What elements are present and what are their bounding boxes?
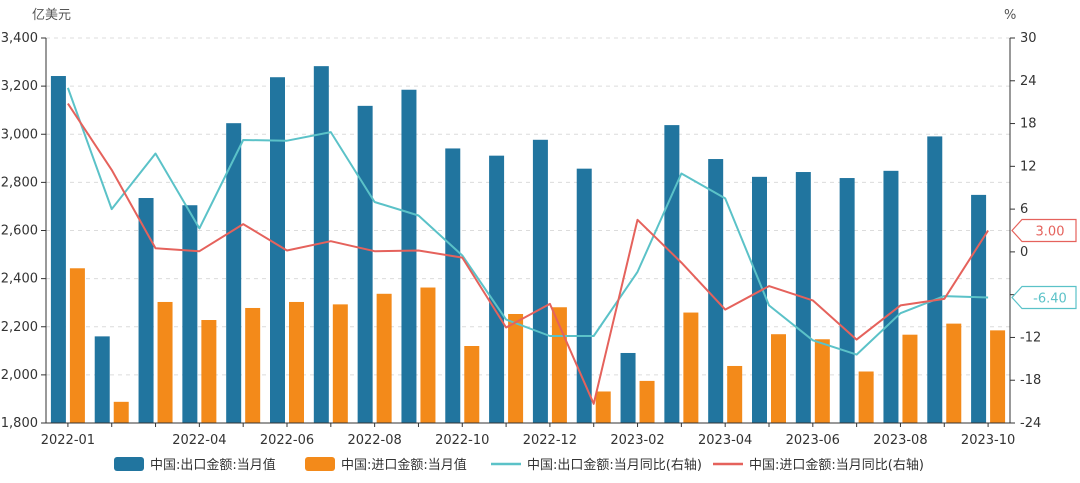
x-axis-tick-label: 2022-01	[41, 433, 95, 448]
export-bar	[138, 198, 154, 423]
export-bar	[620, 352, 636, 423]
x-axis-tick-label: 2022-06	[260, 433, 314, 448]
legend-item: 中国:进口金额:当月同比(右轴)	[713, 457, 924, 473]
legend-swatch	[305, 457, 335, 471]
legend-label: 中国:出口金额:当月值	[150, 457, 276, 473]
export-bar	[226, 123, 242, 424]
bars-layer	[50, 66, 1006, 424]
right-axis-tick-label: -12	[1020, 330, 1041, 345]
x-axis-tick-label: 2023-08	[873, 433, 927, 448]
legend-item: 中国:出口金额:当月同比(右轴)	[491, 457, 702, 473]
x-axis-tick-label: 2023-06	[786, 433, 840, 448]
x-axis-tick-label: 2022-08	[347, 433, 401, 448]
import-bar	[113, 401, 129, 423]
right-axis-tick-label: 6	[1020, 202, 1028, 217]
left-axis-tick-label: 2,200	[1, 320, 38, 335]
x-axis-tick-label: 2023-10	[961, 433, 1015, 448]
import-bar	[858, 371, 874, 423]
right-axis-unit: %	[1004, 8, 1016, 23]
export-bar	[182, 205, 198, 423]
import-bar	[595, 391, 611, 423]
export-bar	[971, 194, 987, 423]
import-bar	[376, 293, 392, 423]
right-axis-tick-label: 30	[1020, 31, 1037, 46]
export-bar	[401, 89, 417, 423]
export-bar	[270, 77, 285, 424]
lines-layer	[66, 87, 989, 405]
left-axis-tick-label: 3,400	[1, 31, 38, 46]
legend-swatch	[114, 457, 144, 471]
x-axis-tick-label: 2022-10	[435, 433, 489, 448]
right-axis-tick-label: 24	[1020, 74, 1037, 89]
export-bar	[445, 148, 461, 423]
left-axis-tick-label: 2,000	[1, 368, 38, 383]
import-bar	[771, 334, 786, 423]
left-axis-tick-label: 2,400	[1, 272, 38, 287]
import-bar	[508, 313, 524, 423]
value-badge: 3.00	[1011, 218, 1077, 243]
left-axis-tick-label: 2,600	[1, 224, 38, 239]
export-bar	[94, 336, 110, 423]
left-axis-unit: 亿美元	[32, 8, 71, 23]
import-bar	[201, 320, 217, 423]
import-bar	[332, 304, 348, 423]
legend: 中国:出口金额:当月值 中国:进口金额:当月值 中国:出口金额:当月同比(右轴) 中国…	[114, 457, 924, 473]
import-bar	[814, 339, 830, 423]
export-bar	[883, 170, 899, 423]
export-bar	[532, 139, 548, 424]
import-bar	[245, 307, 261, 423]
value-badge-box	[1011, 285, 1077, 310]
value-badge-label: -6.40	[1033, 292, 1067, 307]
import-bar	[420, 287, 436, 423]
export-bar	[313, 66, 329, 423]
left-axis-tick-label: 2,800	[1, 175, 38, 190]
left-axis-tick-label: 3,200	[1, 79, 38, 94]
import-yoy-line	[67, 103, 989, 405]
export-bar	[752, 176, 767, 423]
export-bar	[839, 178, 855, 423]
export-bar	[50, 76, 66, 424]
export-bar	[357, 105, 373, 423]
left-axis-tick-label: 3,000	[1, 127, 38, 142]
export-yoy-line	[66, 87, 989, 356]
export-bar	[664, 125, 680, 423]
import-bar	[902, 334, 918, 423]
right-axis-tick-label: -18	[1020, 373, 1041, 388]
import-bar	[990, 330, 1006, 423]
import-bar	[683, 312, 699, 423]
legend-label: 中国:出口金额:当月同比(右轴)	[527, 457, 702, 473]
x-axis-tick-label: 2023-02	[610, 433, 664, 448]
x-axis-tick-label: 2022-12	[523, 433, 577, 448]
export-bar	[927, 136, 943, 423]
import-bar	[727, 365, 743, 423]
import-bar	[639, 380, 655, 423]
export-bar	[489, 155, 505, 423]
right-axis-tick-label: 0	[1020, 245, 1028, 260]
export-bar	[708, 159, 724, 424]
legend-item: 中国:进口金额:当月值	[305, 457, 467, 473]
left-axis-tick-label: 1,800	[1, 416, 38, 431]
value-badge-box	[1011, 218, 1077, 243]
legend-item: 中国:出口金额:当月值	[114, 457, 276, 473]
right-axis-tick-label: 12	[1020, 159, 1037, 174]
right-axis-tick-label: -24	[1020, 416, 1041, 431]
import-bar	[289, 301, 304, 423]
right-axis-tick-label: 18	[1020, 117, 1037, 132]
import-bar	[946, 323, 962, 423]
value-badges: 3.00 -6.40	[1011, 218, 1077, 310]
import-bar	[157, 301, 173, 423]
import-bar	[69, 268, 85, 423]
value-badge-label: 3.00	[1036, 225, 1065, 240]
export-bar	[576, 168, 592, 423]
x-axis-tick-label: 2022-04	[172, 433, 226, 448]
value-badge: -6.40	[1011, 285, 1077, 310]
x-axis-tick-label: 2023-04	[698, 433, 752, 448]
axes-layer: 1,800 2,000 2,200 2,400 2,600 2,800 3,000 3,200…	[1, 31, 1041, 448]
import-bar	[464, 346, 480, 423]
legend-label: 中国:进口金额:当月同比(右轴)	[749, 457, 924, 473]
legend-label: 中国:进口金额:当月值	[341, 457, 467, 473]
